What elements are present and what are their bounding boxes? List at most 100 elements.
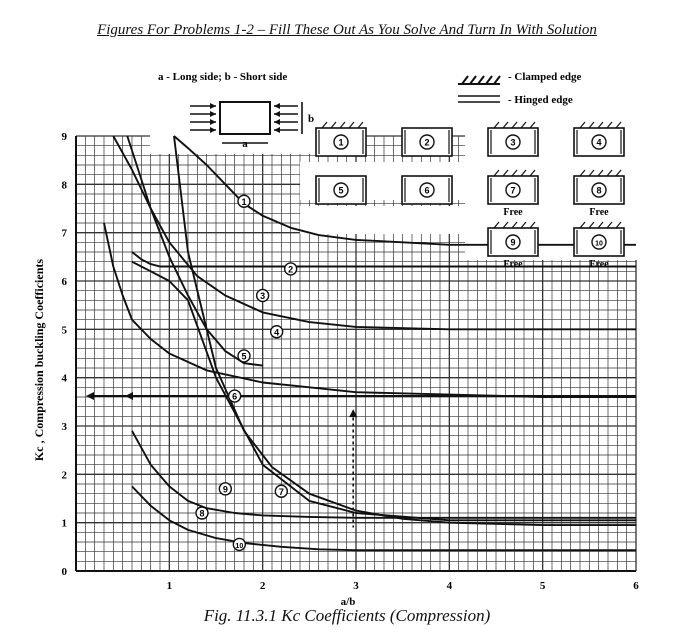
- y-tick-label: 4: [62, 373, 68, 385]
- curve-8: [131, 260, 636, 522]
- edge-legend: - Clamped edge - Hinged edge: [458, 71, 581, 106]
- clamp-hatch: [579, 221, 586, 229]
- case-number: 5: [338, 186, 343, 196]
- curve-1: [173, 135, 636, 246]
- clamp-hatch: [493, 169, 500, 177]
- clamp-hatch: [606, 221, 613, 229]
- curve-marker-text: 1: [241, 197, 246, 207]
- case-number-circle: [505, 182, 521, 198]
- clamped-edge-symbol: [458, 75, 501, 85]
- clamped-edge-label: - Clamped edge: [508, 71, 581, 83]
- curve-marker-text: 3: [260, 291, 265, 301]
- clamp-hatch: [529, 169, 536, 177]
- chart-curves: [86, 135, 636, 552]
- clamp-hatch: [502, 169, 509, 177]
- clamp-hatch: [597, 169, 604, 177]
- case-free-note: Free: [503, 207, 523, 218]
- case-number-circle: [419, 182, 435, 198]
- page-heading: Figures For Problems 1-2 – Fill These Ou…: [97, 22, 597, 38]
- case-number: 4: [596, 138, 601, 148]
- clamp-hatch: [615, 121, 622, 129]
- clamp-hatch: [493, 121, 500, 129]
- clamp-hatch: [615, 221, 622, 229]
- case-number: 1: [338, 138, 343, 148]
- case-number-circle: [591, 134, 607, 150]
- y-tick-label: 3: [62, 421, 68, 433]
- clamp-hatch: [493, 221, 500, 229]
- plate-label-a: a: [242, 138, 248, 150]
- curve-marker-6: [227, 389, 242, 403]
- case-number: 10: [595, 241, 603, 248]
- curve-10: [131, 485, 636, 552]
- clamp-hatch: [606, 169, 613, 177]
- plate-sketch: a - Long side; b - Short side a b: [158, 71, 314, 150]
- clamp-hatch: [597, 221, 604, 229]
- chart-tick-labels: 1 2 3 4 5 6 0 1 2 3 4 5 6 7 8 9: [62, 131, 640, 592]
- y-tick-label: 2: [62, 469, 68, 481]
- clamp-hatch: [339, 121, 346, 129]
- clamp-hatch: [511, 121, 518, 129]
- case-plate-2: 2: [401, 127, 453, 157]
- curve-5: [103, 222, 636, 398]
- case-free-note: Free: [503, 259, 523, 270]
- clamp-hatch: [588, 169, 595, 177]
- arrowhead-up: [349, 409, 358, 418]
- case-legend: 1 2 3 4 5 6 7 Free 8 Free 9 Free 10 Free: [315, 121, 625, 270]
- y-tick-label: 1: [62, 518, 68, 530]
- curve-marker-text: 4: [274, 327, 279, 337]
- clamp-hatch: [520, 221, 527, 229]
- chart-axes: [75, 136, 636, 572]
- clamp-hatch: [330, 121, 337, 129]
- case-plate-8: 8 Free: [573, 169, 625, 218]
- y-tick-label: 9: [62, 131, 68, 143]
- clamp-hatch: [597, 121, 604, 129]
- hinged-edge-label: - Hinged edge: [508, 94, 573, 106]
- clamp-hatch: [357, 121, 364, 129]
- clamp-hatch: [502, 121, 509, 129]
- curve-marker-text: 6: [232, 392, 237, 402]
- y-tick-label: 0: [62, 566, 68, 578]
- curve-marker-2: [283, 262, 298, 276]
- clamp-hatch: [348, 121, 355, 129]
- curve-marker-9: [218, 482, 233, 496]
- case-free-note: Free: [589, 207, 609, 218]
- curve-9: [131, 430, 636, 519]
- curve-marker-text: 10: [235, 543, 243, 550]
- clamp-hatch: [520, 169, 527, 177]
- clamp-hatch: [579, 169, 586, 177]
- curve-marker-3: [255, 288, 270, 303]
- case-number-circle: [591, 182, 607, 198]
- curve-7: [173, 135, 636, 527]
- case-plate-7: 7 Free: [487, 169, 539, 218]
- x-tick-label: 5: [540, 580, 546, 592]
- curve-marker-1: [237, 194, 251, 208]
- case-number: 8: [596, 186, 601, 196]
- y-tick-label: 8: [62, 179, 68, 191]
- x-tick-label: 1: [167, 580, 173, 592]
- curve-marker-8: [195, 506, 209, 520]
- curve-4: [126, 135, 263, 367]
- clamp-hatch: [606, 121, 613, 129]
- y-tick-label: 6: [62, 276, 68, 288]
- case-plate-6: 6: [401, 175, 453, 205]
- curve-marker-5: [237, 349, 251, 363]
- case-plate-9: 9 Free: [487, 221, 539, 270]
- case-plate-5: 5: [315, 175, 367, 205]
- clamp-hatch: [579, 121, 586, 129]
- arrowhead-left-1: [86, 392, 94, 401]
- curve-marker-text: 2: [288, 264, 293, 274]
- case-number-circle: [419, 134, 435, 150]
- x-tick-label: 6: [633, 580, 639, 592]
- case-number-circle: [505, 134, 521, 150]
- plate-rectangle: [219, 101, 271, 135]
- case-number: 2: [424, 138, 429, 148]
- clamp-hatch: [529, 121, 536, 129]
- case-number-circle: [333, 134, 349, 150]
- figure-caption: Fig. 11.3.1 Kc Coefficients (Compression…: [203, 606, 491, 625]
- case-row-2-background: [300, 206, 470, 234]
- clamp-hatch: [529, 221, 536, 229]
- x-tick-label: 3: [353, 580, 359, 592]
- curve-marker-4: [269, 325, 284, 339]
- clamp-hatch: [502, 221, 509, 229]
